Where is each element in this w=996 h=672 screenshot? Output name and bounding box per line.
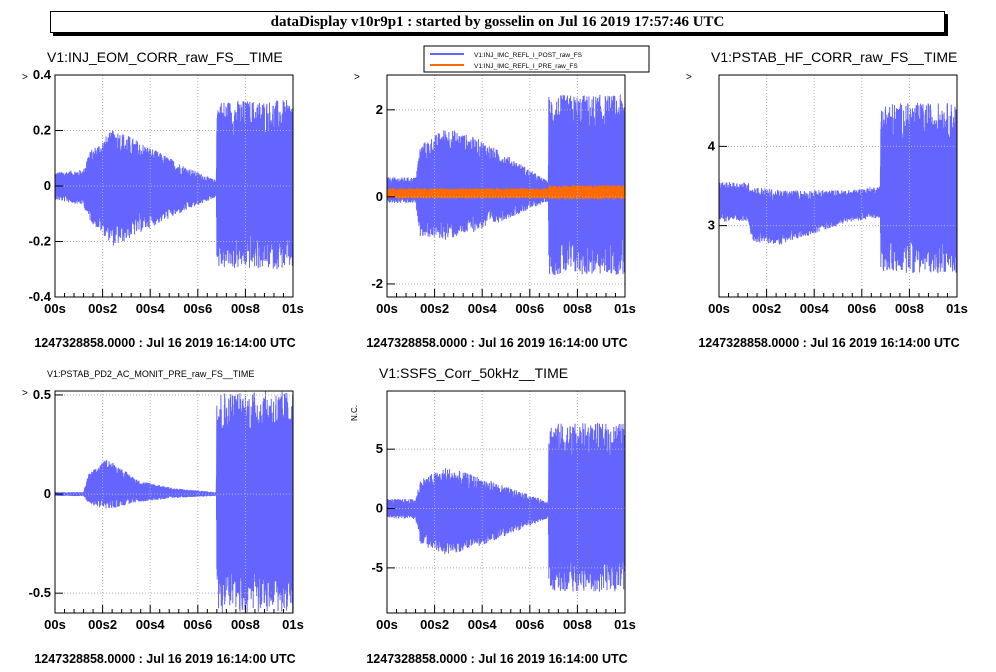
legend-entry: V1:INJ_IMC_REFL_I_PRE_raw_FS (474, 63, 578, 70)
x-tick-label: 01s (614, 617, 636, 632)
series-line-0 (387, 423, 625, 592)
chart-panel-imc-refl: 00s 00s2 00s4 00s6 00s8 01s 2 0 -2 > V1:INJ_IMC_RE… (354, 45, 650, 350)
x-tick-label: 00s4 (136, 301, 166, 316)
legend-box (423, 45, 650, 73)
y-axis-label: N.C. (350, 405, 359, 421)
chart-title: V1:INJ_EOM_CORR_raw_FS__TIME (47, 49, 283, 65)
y-axis-arrow-marker: > (354, 72, 360, 83)
y-tick-label: 0 (44, 178, 51, 193)
chart-panel-pstab-hf-corr: V1:PSTAB_HF_CORR_raw_FS__TIME 00s 00s2 00s4… (686, 49, 968, 350)
x-tick-label: 00s (376, 617, 398, 632)
plot-frame (386, 74, 626, 298)
x-tick-label: 00s8 (563, 301, 592, 316)
series-line-1 (387, 185, 625, 200)
series-group (387, 423, 625, 592)
plot-frame (54, 390, 294, 614)
y-tick-label: -2 (371, 276, 383, 291)
y-tick-label: 0.4 (33, 67, 52, 82)
x-tick-label: 00s8 (231, 301, 260, 316)
x-tick-label: 00s4 (800, 301, 830, 316)
chart-title: V1:PSTAB_PD2_AC_MONIT_PRE_raw_FS__TIME (47, 369, 254, 379)
y-tick-label: -0.2 (29, 234, 51, 249)
series-group (55, 99, 293, 270)
y-tick-label: -0.4 (29, 289, 52, 304)
x-tick-label: 00s (44, 617, 66, 632)
x-tick-label: 00s2 (420, 617, 449, 632)
chart-footer-timestamp: 1247328858.0000 : Jul 16 2019 16:14:00 U… (698, 336, 959, 350)
chart-footer-timestamp: 1247328858.0000 : Jul 16 2019 16:14:00 U… (34, 652, 295, 666)
series-group (387, 94, 625, 276)
y-axis-arrow-marker: > (22, 388, 28, 399)
y-tick-label: 0 (376, 501, 383, 516)
y-axis-arrow-marker: > (686, 72, 692, 83)
x-tick-label: 00s8 (895, 301, 924, 316)
chart-footer-timestamp: 1247328858.0000 : Jul 16 2019 16:14:00 U… (366, 652, 627, 666)
x-tick-label: 00s6 (183, 617, 212, 632)
series-group (55, 391, 293, 613)
series-line-0 (719, 102, 957, 274)
y-tick-label: 0.2 (33, 123, 51, 138)
x-tick-label: 00s (376, 301, 398, 316)
x-tick-label: 00s6 (183, 301, 212, 316)
y-tick-label: 4 (708, 138, 716, 153)
chart-panel-pstab-pd2: V1:PSTAB_PD2_AC_MONIT_PRE_raw_FS__TIME00… (22, 369, 304, 666)
x-tick-label: 00s2 (88, 301, 117, 316)
window-title: dataDisplay v10r9p1 : started by gosseli… (50, 11, 945, 33)
x-tick-label: 00s6 (847, 301, 876, 316)
plot-frame (386, 390, 626, 614)
x-tick-label: 00s6 (515, 617, 544, 632)
chart-title: V1:SSFS_Corr_50kHz__TIME (379, 365, 568, 381)
y-tick-label: -0.5 (29, 585, 51, 600)
series-group (719, 102, 957, 274)
series-line-0 (55, 391, 293, 613)
y-tick-label: 0 (44, 486, 51, 501)
chart-panel-inj-eom-corr: V1:INJ_EOM_CORR_raw_FS__TIME 00s 00s2 00s4 0… (22, 49, 304, 350)
x-tick-label: 00s (44, 301, 66, 316)
y-tick-label: 2 (376, 102, 383, 117)
chart-footer-timestamp: 1247328858.0000 : Jul 16 2019 16:14:00 U… (366, 336, 627, 350)
x-tick-label: 00s6 (515, 301, 544, 316)
x-tick-label: 00s8 (231, 617, 260, 632)
x-tick-label: 00s4 (468, 301, 498, 316)
x-tick-label: 00s4 (468, 617, 498, 632)
y-tick-label: 0.5 (33, 387, 51, 402)
y-tick-label: 3 (708, 218, 715, 233)
y-tick-label: -5 (371, 560, 383, 575)
legend-entry: V1:INJ_IMC_REFL_I_POST_raw_FS (474, 52, 583, 59)
plot-frame (718, 74, 958, 298)
series-line-0 (55, 99, 293, 270)
x-tick-label: 00s8 (563, 617, 592, 632)
x-tick-label: 00s (708, 301, 730, 316)
y-axis-arrow-marker: > (22, 72, 28, 83)
y-tick-label: 0 (376, 189, 383, 204)
chart-panel-ssfs-corr: V1:SSFS_Corr_50kHz__TIME 00s 00s2 00s4 00s6 0… (350, 365, 636, 666)
x-tick-label: 00s2 (752, 301, 781, 316)
x-tick-label: 00s2 (420, 301, 449, 316)
x-tick-label: 00s4 (136, 617, 166, 632)
chart-footer-timestamp: 1247328858.0000 : Jul 16 2019 16:14:00 U… (34, 336, 295, 350)
chart-title: V1:PSTAB_HF_CORR_raw_FS__TIME (711, 49, 957, 65)
x-tick-label: 01s (614, 301, 636, 316)
x-tick-label: 00s2 (88, 617, 117, 632)
x-tick-label: 01s (282, 301, 304, 316)
x-tick-label: 01s (282, 617, 304, 632)
x-tick-label: 01s (946, 301, 968, 316)
y-tick-label: 5 (376, 441, 383, 456)
